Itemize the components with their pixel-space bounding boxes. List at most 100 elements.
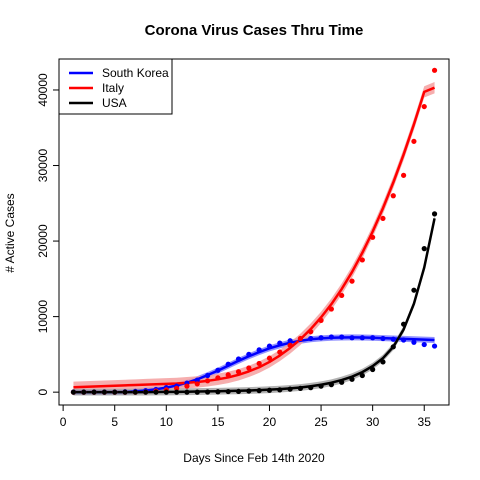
- data-point: [287, 338, 293, 344]
- data-point: [401, 321, 407, 327]
- data-point: [277, 340, 283, 346]
- data-point: [401, 337, 407, 343]
- x-tick-label: 35: [418, 415, 432, 429]
- data-point: [370, 234, 376, 240]
- data-point: [421, 246, 427, 252]
- data-point: [256, 388, 262, 394]
- data-point: [328, 334, 334, 340]
- data-point: [349, 376, 355, 382]
- data-point: [194, 381, 200, 387]
- x-tick-label: 15: [211, 415, 225, 429]
- data-point: [328, 306, 334, 312]
- data-point: [431, 343, 438, 349]
- legend-label: Italy: [102, 81, 124, 95]
- data-point: [349, 278, 355, 284]
- y-tick-label: 20000: [36, 224, 50, 258]
- data-point: [132, 389, 138, 395]
- series-line: [73, 86, 436, 389]
- data-point: [431, 67, 438, 73]
- data-point: [287, 342, 293, 348]
- legend-box: [58, 58, 173, 115]
- data-point: [421, 341, 427, 348]
- data-point: [380, 215, 386, 222]
- data-point: [390, 344, 396, 350]
- y-tick-label: 30000: [36, 149, 50, 183]
- data-point: [204, 372, 211, 379]
- data-point: [91, 389, 97, 395]
- data-point: [328, 382, 334, 388]
- data-point: [81, 389, 87, 395]
- data-point: [225, 372, 231, 378]
- data-point: [380, 335, 386, 342]
- y-tick-label: 40000: [36, 73, 50, 107]
- data-point: [308, 335, 314, 342]
- data-point: [143, 389, 149, 395]
- data-point: [194, 389, 200, 395]
- data-point: [421, 103, 427, 110]
- x-tick-label: 5: [111, 415, 118, 429]
- data-point: [194, 377, 200, 383]
- data-point: [431, 211, 438, 217]
- x-tick-label: 10: [160, 415, 174, 429]
- data-point: [204, 378, 211, 384]
- data-point: [297, 385, 304, 391]
- data-point: [318, 335, 324, 341]
- data-point: [266, 387, 273, 393]
- data-point: [370, 366, 376, 373]
- data-point: [235, 388, 242, 395]
- data-point: [174, 385, 180, 391]
- legend-label: South Korea: [102, 66, 169, 80]
- data-point: [277, 349, 283, 355]
- data-point: [70, 389, 77, 395]
- data-point: [266, 355, 273, 361]
- axes-layer: 0 5 10 15 20 25 30 35 0 10000 20000 30000 40000: [36, 73, 431, 429]
- data-point: [256, 347, 262, 353]
- data-point: [153, 389, 159, 395]
- data-point: [184, 389, 190, 395]
- y-tick-label: 10000: [36, 300, 50, 334]
- data-point: [101, 389, 107, 395]
- x-tick-label: 0: [60, 415, 67, 429]
- data-point: [256, 360, 262, 367]
- data-point: [339, 334, 345, 340]
- data-point: [411, 138, 417, 144]
- data-point: [411, 287, 417, 293]
- data-point: [215, 389, 221, 395]
- data-point: [318, 383, 324, 389]
- x-tick-label: 30: [366, 415, 380, 429]
- chart-title: Corona Virus Cases Thru Time: [145, 22, 364, 39]
- data-point: [308, 385, 314, 391]
- data-point: [390, 193, 396, 199]
- data-point: [411, 339, 417, 345]
- data-point: [380, 359, 386, 365]
- data-point: [246, 388, 252, 394]
- data-point: [204, 389, 211, 395]
- data-point: [370, 335, 376, 341]
- data-point: [339, 379, 345, 385]
- data-point: [174, 389, 180, 395]
- data-point: [266, 343, 273, 349]
- data-point: [215, 367, 221, 373]
- data-point: [163, 389, 169, 395]
- data-point: [401, 172, 407, 178]
- data-point: [235, 369, 242, 375]
- data-point: [308, 329, 314, 335]
- data-point: [359, 372, 365, 379]
- y-tick-label: 0: [36, 389, 50, 396]
- plot-layer: [70, 67, 438, 396]
- data-point: [122, 389, 128, 395]
- data-point: [390, 336, 396, 342]
- data-point: [297, 335, 304, 342]
- y-axis-label: # Active Cases: [3, 193, 17, 272]
- data-point: [184, 383, 190, 389]
- data-point: [235, 356, 242, 362]
- data-point: [339, 292, 345, 299]
- data-point: [225, 388, 231, 395]
- data-point: [112, 389, 118, 395]
- plot-frame: [58, 58, 450, 406]
- data-point: [215, 375, 221, 381]
- data-point: [349, 335, 355, 341]
- x-tick-label: 25: [314, 415, 328, 429]
